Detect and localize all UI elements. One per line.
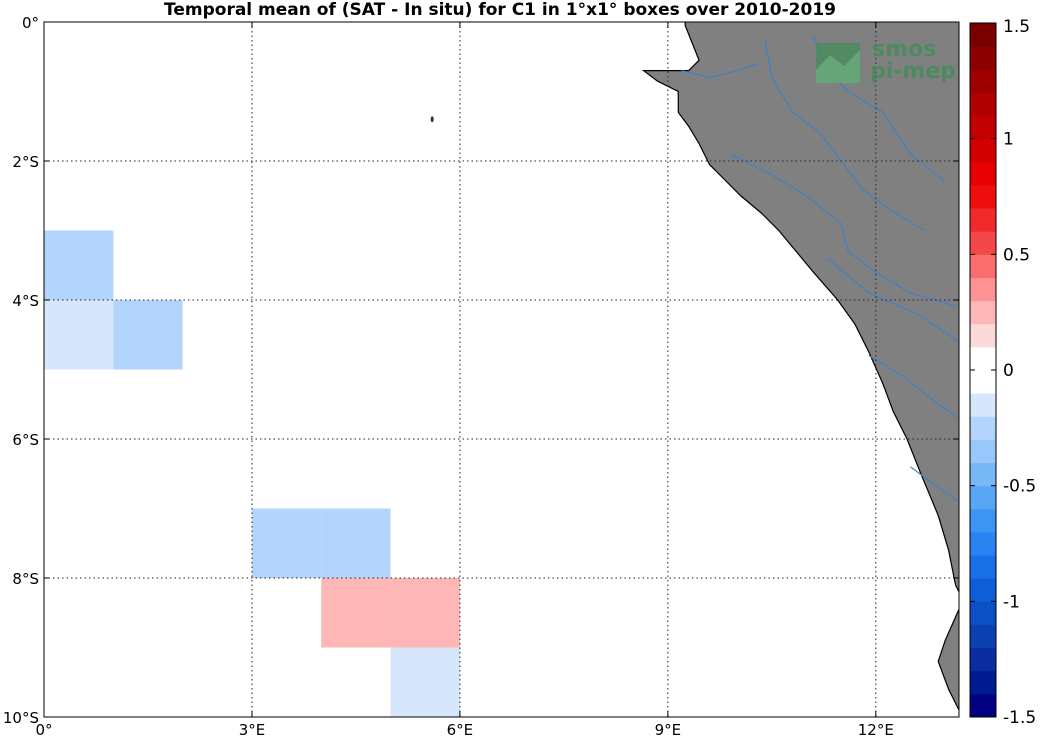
x-tick-label: 0° xyxy=(35,721,52,738)
colorbar-segment xyxy=(970,346,996,371)
grid-lines xyxy=(44,22,959,717)
colorbar-segment xyxy=(970,531,996,556)
map-frame xyxy=(43,21,960,718)
river xyxy=(826,257,959,343)
colorbar-segment xyxy=(970,323,996,348)
colorbar-segment xyxy=(970,555,996,579)
anomaly-box xyxy=(390,647,460,717)
x-axis-ticks: 0° 3°E 6°E 9°E 12°E xyxy=(35,22,894,738)
colorbar-tick-label: 0.5 xyxy=(1003,245,1030,265)
colorbar-segment xyxy=(970,647,996,672)
colorbar-segment xyxy=(970,370,996,394)
y-tick-label: 8°S xyxy=(12,570,39,588)
map-title: Temporal mean of (SAT - In situ) for C1 … xyxy=(164,0,836,20)
x-tick-label: 12°E xyxy=(858,721,894,738)
logo-text-smos: smos xyxy=(872,37,936,62)
colorbar-segment xyxy=(970,624,996,649)
colorbar-segment xyxy=(970,462,996,487)
river xyxy=(868,355,959,419)
anomaly-boxes xyxy=(44,230,460,717)
y-tick-label: 0° xyxy=(22,14,39,32)
colorbar-segment xyxy=(970,277,996,302)
colorbar-segment xyxy=(970,485,996,510)
x-tick-label: 9°E xyxy=(655,721,682,738)
river xyxy=(729,153,959,308)
anomaly-box xyxy=(113,300,183,370)
colorbar-tick-label: -0.5 xyxy=(1003,477,1036,497)
colorbar-segment xyxy=(970,115,996,140)
anomaly-box xyxy=(321,578,391,648)
colorbar-segment xyxy=(970,138,996,163)
colorbar-segment xyxy=(970,69,996,93)
colorbar-segment xyxy=(970,439,996,464)
colorbar-segment xyxy=(970,231,996,255)
colorbar-tick-label: -1.5 xyxy=(1003,708,1036,728)
y-tick-label: 10°S xyxy=(3,709,39,727)
colorbar-segment xyxy=(970,92,996,117)
colorbar-segment xyxy=(970,670,996,695)
river xyxy=(910,466,959,503)
colorbar-segment xyxy=(970,578,996,602)
colorbar-segment xyxy=(970,693,996,718)
colorbar-segment xyxy=(970,46,996,70)
x-tick-label: 6°E xyxy=(447,721,474,738)
river xyxy=(764,39,925,232)
y-axis-ticks: 0° 2°S 4°S 6°S 8°S 10°S xyxy=(3,14,959,727)
y-tick-label: 6°S xyxy=(12,431,39,449)
anomaly-box xyxy=(321,508,391,578)
colorbar-segment xyxy=(970,601,996,625)
colorbar-segment xyxy=(970,23,996,47)
y-tick-label: 2°S xyxy=(12,153,39,171)
colorbar-tick-label: 0 xyxy=(1003,361,1014,381)
land-polygon xyxy=(641,22,959,593)
anomaly-box xyxy=(251,508,322,578)
colorbar-segment xyxy=(970,254,996,278)
colorbar-segment xyxy=(970,300,996,325)
colorbar-segment xyxy=(970,161,996,186)
river xyxy=(681,63,759,79)
x-tick-label: 3°E xyxy=(239,721,266,738)
anomaly-box xyxy=(390,578,460,648)
colorbar-segment xyxy=(970,508,996,533)
island xyxy=(430,116,434,123)
land-mass xyxy=(430,22,959,711)
logo-wave xyxy=(816,50,860,83)
logo-text-pimep: pi-mep xyxy=(870,59,956,84)
colorbar: 1.5 1 0.5 0 -0.5 -1 -1.5 xyxy=(969,17,1036,728)
colorbar-segment xyxy=(970,184,996,209)
anomaly-box xyxy=(44,230,114,300)
colorbar-segment xyxy=(970,208,996,232)
colorbar-segment xyxy=(970,416,996,440)
colorbar-segment xyxy=(970,393,996,417)
land-polygon-south xyxy=(937,608,959,711)
colorbar-tick-label: 1 xyxy=(1003,130,1014,150)
colorbar-tick-label: 1.5 xyxy=(1003,17,1030,37)
y-tick-label: 4°S xyxy=(12,292,39,310)
colorbar-tick-label: -1 xyxy=(1003,592,1020,612)
anomaly-box xyxy=(44,300,114,370)
